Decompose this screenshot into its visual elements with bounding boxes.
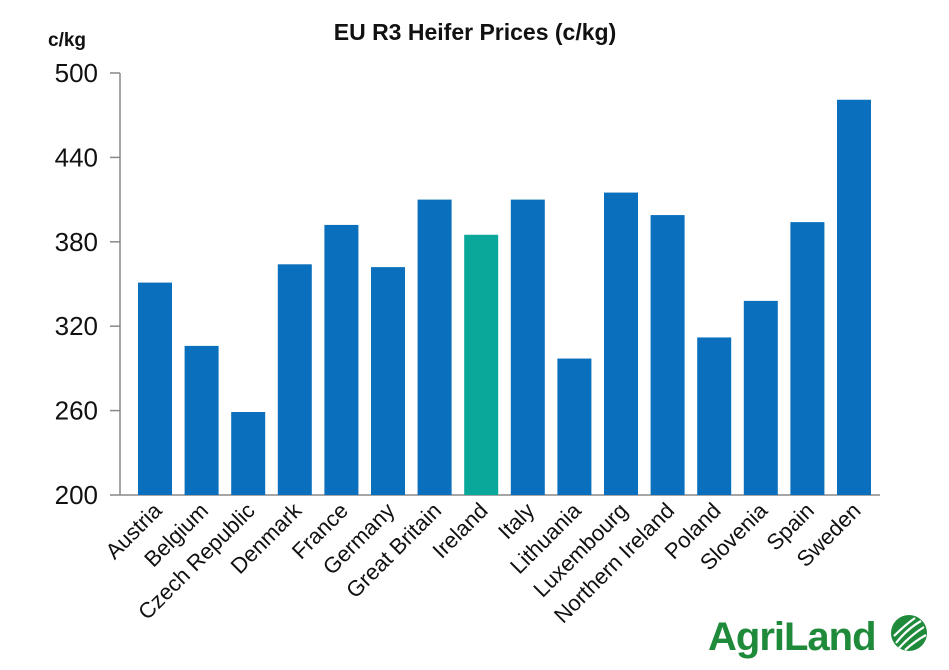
y-axis-label: c/kg (48, 30, 86, 51)
bar-denmark (277, 264, 312, 495)
bar-spain (790, 222, 825, 495)
logo-text: AgriLand (708, 615, 876, 659)
bar-slovenia (743, 300, 778, 495)
bar-belgium (184, 345, 219, 495)
bar-lithuania (557, 358, 592, 495)
y-tick-label: 200 (55, 480, 98, 510)
bar-luxembourg (604, 192, 638, 496)
bar-poland (697, 337, 732, 495)
bar-italy (510, 199, 545, 495)
bar-great-britain (417, 199, 452, 495)
bar-sweden (837, 99, 871, 495)
bar-ireland (464, 234, 499, 495)
bar-france (324, 224, 359, 496)
chart-title: EU R3 Heifer Prices (c/kg) (334, 19, 617, 45)
y-tick-label: 320 (55, 311, 98, 341)
y-tick-label: 440 (55, 142, 98, 172)
bar-czech-republic (231, 412, 266, 495)
wheat-icon (891, 615, 927, 651)
y-tick-label: 380 (55, 227, 98, 257)
bars (138, 99, 871, 496)
y-tick-label: 500 (55, 58, 98, 88)
agriland-logo: AgriLand (708, 615, 927, 659)
bar-austria (138, 282, 172, 495)
y-ticks: 200 260 320 380 440 500 (55, 58, 120, 510)
y-tick-label: 260 (55, 396, 98, 426)
bar-germany (371, 267, 405, 495)
bar-northern-ireland (650, 215, 685, 495)
